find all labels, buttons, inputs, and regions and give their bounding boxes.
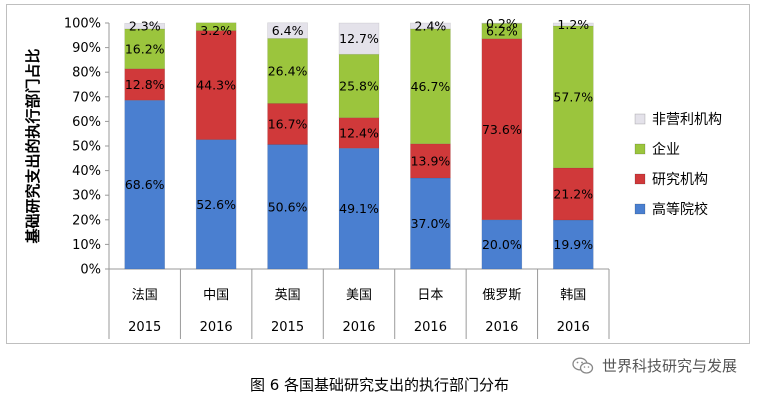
- bar-segment: [410, 22, 451, 30]
- bar-segment: [481, 219, 523, 270]
- legend-label: 非营利机构: [652, 112, 722, 128]
- data-label: 25.8%: [339, 78, 379, 93]
- y-tick-label: 70%: [72, 90, 101, 105]
- data-label: 6.4%: [272, 23, 304, 38]
- x-tick-label: 美国: [346, 288, 372, 303]
- y-tick-label: 30%: [72, 189, 101, 204]
- x-year-label: 2015: [128, 320, 161, 335]
- data-label: 2.3%: [129, 19, 161, 34]
- legend-swatch: [634, 203, 646, 215]
- bar-segment: [124, 99, 166, 270]
- bar-segment: [195, 139, 237, 270]
- y-tick-label: 50%: [72, 140, 101, 155]
- x-year-label: 2016: [200, 320, 233, 335]
- x-year-label: 2016: [414, 320, 447, 335]
- x-tick-label: 日本: [417, 288, 443, 303]
- y-tick-label: 0%: [80, 263, 101, 278]
- bar-segment: [267, 103, 308, 145]
- data-label: 19.9%: [553, 237, 593, 252]
- data-label: 50.6%: [268, 199, 308, 214]
- data-label: 37.0%: [411, 216, 451, 231]
- figure-caption: 图 6 各国基础研究支出的执行部门分布: [249, 376, 510, 394]
- wechat-icon: [572, 357, 594, 374]
- bar-segment: [338, 147, 380, 270]
- bar-segment: [267, 22, 308, 39]
- bar-segment: [267, 38, 308, 104]
- chart-frame: 0% 10% 20% 30% 40% 50% 60% 70% 80% 90% 100% 基础研究支出的…: [6, 4, 750, 344]
- data-label: 20.0%: [482, 237, 522, 252]
- bar-segment: [338, 22, 380, 55]
- data-label: 2.4%: [415, 18, 447, 33]
- data-label: 73.6%: [482, 122, 522, 137]
- data-label: 1.2%: [557, 17, 589, 32]
- data-label: 16.7%: [268, 116, 308, 131]
- stacked-bar-chart: 0% 10% 20% 30% 40% 50% 60% 70% 80% 90% 100% 基础研究支出的…: [24, 16, 722, 339]
- bar-segment: [481, 38, 523, 221]
- bar-segment: [552, 22, 594, 27]
- bar-segment: [267, 144, 308, 270]
- x-tick-label: 中国: [203, 288, 229, 303]
- bar-segment: [124, 68, 166, 101]
- y-tick-label: 20%: [72, 213, 101, 228]
- bar-segment: [552, 167, 594, 221]
- watermark: 世界科技研究与发展: [572, 355, 737, 376]
- data-label: 68.6%: [125, 177, 165, 192]
- data-label: 21.2%: [553, 186, 593, 201]
- bar-segment: [552, 25, 594, 169]
- data-label: 12.4%: [339, 125, 379, 140]
- data-label: 44.3%: [196, 78, 236, 93]
- data-label: 49.1%: [339, 201, 379, 216]
- legend-swatch: [634, 113, 646, 125]
- data-label: 46.7%: [411, 79, 451, 94]
- legend-label: 高等院校: [652, 201, 708, 218]
- data-label: 0.2%: [486, 16, 518, 31]
- data-label: 57.7%: [553, 89, 593, 104]
- data-label: 16.2%: [125, 41, 165, 56]
- data-label: 52.6%: [196, 197, 236, 212]
- bar-segment: [552, 219, 594, 270]
- data-label: 13.9%: [411, 153, 451, 168]
- data-label: 12.8%: [125, 77, 165, 92]
- x-tick-label: 法国: [132, 288, 158, 303]
- x-year-label: 2016: [342, 320, 375, 335]
- watermark-text: 世界科技研究与发展: [601, 357, 737, 375]
- legend-label: 企业: [652, 141, 680, 158]
- data-label: 26.4%: [268, 63, 308, 78]
- x-tick-label: 英国: [275, 288, 301, 303]
- legend-swatch: [634, 173, 646, 185]
- bar-segment: [195, 30, 237, 140]
- x-tick-label: 俄罗斯: [482, 288, 521, 303]
- x-year-label: 2016: [485, 320, 518, 335]
- y-tick-label: 10%: [72, 238, 101, 253]
- data-label: 12.7%: [339, 31, 379, 46]
- bar-segment: [195, 22, 237, 31]
- x-year-label: 2016: [557, 320, 590, 335]
- y-tick-label: 80%: [72, 66, 101, 81]
- y-tick-label: 90%: [72, 41, 101, 56]
- y-axis-title: 基础研究支出的执行部门占比: [24, 48, 42, 244]
- y-tick-label: 100%: [64, 17, 101, 32]
- data-label: 6.2%: [486, 23, 518, 38]
- y-tick-label: 60%: [72, 115, 101, 130]
- bar-segment: [410, 177, 451, 270]
- y-tick-label: 40%: [72, 164, 101, 179]
- x-year-label: 2015: [271, 320, 304, 335]
- bar-segment: [124, 22, 166, 30]
- data-label: 3.2%: [200, 23, 232, 38]
- legend-label: 研究机构: [652, 172, 708, 188]
- x-tick-label: 韩国: [560, 288, 586, 303]
- legend-swatch: [634, 143, 646, 155]
